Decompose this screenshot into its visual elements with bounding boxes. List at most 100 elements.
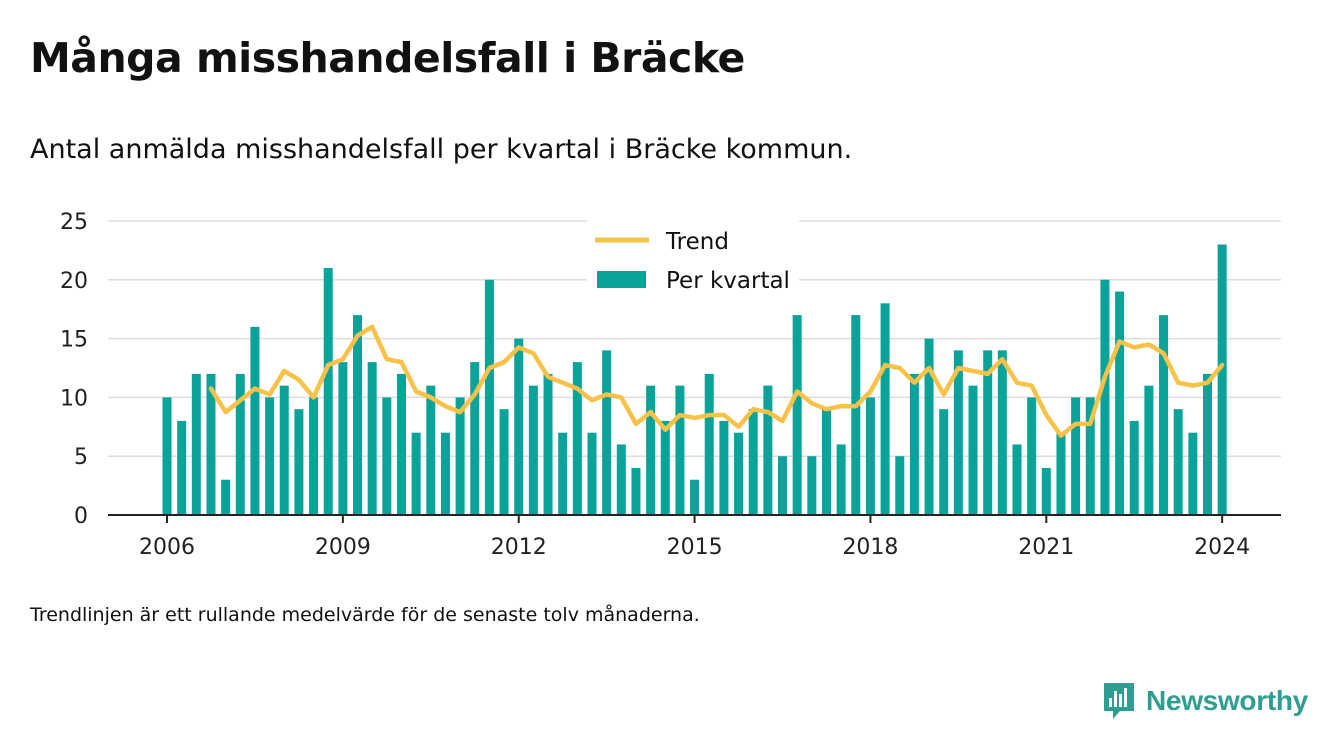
bar: [646, 385, 656, 515]
bar: [778, 456, 788, 515]
bar: [880, 303, 890, 515]
bar: [1056, 432, 1066, 515]
grid-lines: [108, 220, 1281, 457]
bar: [470, 362, 480, 515]
legend-bar-label: Per kvartal: [666, 268, 790, 294]
y-tick-label: 15: [60, 328, 88, 353]
bar: [558, 432, 568, 515]
y-tick-label: 5: [74, 445, 88, 470]
bar: [675, 385, 685, 515]
bar: [572, 362, 582, 515]
x-tick-label: 2012: [491, 535, 547, 560]
x-tick-label: 2024: [1194, 535, 1250, 560]
bar: [997, 350, 1007, 515]
bar: [953, 350, 963, 515]
trend-series: [208, 324, 1225, 438]
x-tick-label: 2021: [1018, 535, 1074, 560]
bar: [221, 479, 231, 515]
bar: [455, 397, 465, 515]
y-tick-label: 0: [74, 504, 88, 529]
bar: [426, 385, 436, 515]
bar: [1115, 291, 1125, 515]
brand-logo[interactable]: Newsworthy: [1102, 681, 1308, 721]
trend-line: [208, 324, 1225, 438]
bar: [1129, 420, 1139, 515]
bar: [1027, 397, 1037, 515]
bar: [631, 467, 641, 515]
chart-title: Många misshandelsfall i Bräcke: [30, 34, 745, 82]
y-tick-label: 25: [60, 210, 88, 235]
bar: [411, 432, 421, 515]
bar: [1100, 279, 1110, 515]
bar: [587, 432, 597, 515]
bar: [1203, 373, 1213, 515]
bar: [968, 385, 978, 515]
bar: [367, 362, 377, 515]
bar: [748, 409, 758, 515]
bar: [704, 373, 714, 515]
bar: [323, 268, 333, 515]
bar: [602, 350, 612, 515]
bar: [792, 315, 802, 515]
legend-trend-label: Trend: [665, 229, 729, 255]
bar-chart-speech-bubble-icon: [1104, 683, 1134, 719]
bar: [514, 338, 524, 515]
chart-legend: Trend Per kvartal: [587, 220, 799, 308]
bar: [1144, 385, 1154, 515]
bar: [1041, 467, 1051, 515]
bar: [206, 373, 216, 515]
bar: [836, 444, 846, 515]
bar: [294, 409, 304, 515]
y-tick-label: 10: [60, 386, 88, 411]
bar: [1173, 409, 1183, 515]
bar: [440, 432, 450, 515]
bar: [353, 315, 363, 515]
bar: [235, 373, 245, 515]
bar: [909, 373, 919, 515]
chart-subtitle: Antal anmälda misshandelsfall per kvarta…: [30, 134, 853, 165]
bar: [499, 409, 509, 515]
bar: [162, 397, 172, 515]
bar: [763, 385, 773, 515]
bar: [1217, 244, 1227, 515]
bar: [939, 409, 949, 515]
bar: [660, 420, 670, 515]
x-tick-label: 2009: [315, 535, 371, 560]
bar: [1159, 315, 1169, 515]
x-tick-label: 2006: [139, 535, 195, 560]
bar-series: [162, 244, 1227, 515]
bar: [690, 479, 700, 515]
bar: [279, 385, 289, 515]
bar: [924, 338, 934, 515]
bar: [1071, 397, 1081, 515]
x-tick-label: 2018: [842, 535, 898, 560]
legend-background: [587, 220, 799, 308]
chart-canvas: 0 5 10 15 20 25 2006 2009 2012 2015 2018 2021 2024 T…: [60, 210, 1281, 560]
bar: [851, 315, 861, 515]
bar: [396, 373, 406, 515]
bar: [338, 362, 348, 515]
bar: [265, 397, 275, 515]
bar: [177, 420, 187, 515]
bar: [543, 373, 553, 515]
footnote: Trendlinjen är ett rullande medelvärde f…: [30, 604, 700, 626]
legend-bar-swatch: [597, 271, 646, 288]
bar: [865, 397, 875, 515]
bar: [616, 444, 626, 515]
bar: [734, 432, 744, 515]
bar: [719, 420, 729, 515]
bar: [309, 397, 319, 515]
y-tick-label: 20: [60, 269, 88, 294]
bar: [1085, 397, 1095, 515]
bar: [1012, 444, 1022, 515]
x-tick-label: 2015: [667, 535, 723, 560]
bar: [807, 456, 817, 515]
bar: [895, 456, 905, 515]
bar: [528, 385, 538, 515]
brand-name: Newsworthy: [1146, 685, 1308, 716]
bar: [983, 350, 993, 515]
axes: 0 5 10 15 20 25 2006 2009 2012 2015 2018 2021 2024: [60, 210, 1281, 560]
bar: [191, 373, 201, 515]
bar: [821, 409, 831, 515]
bar: [382, 397, 392, 515]
